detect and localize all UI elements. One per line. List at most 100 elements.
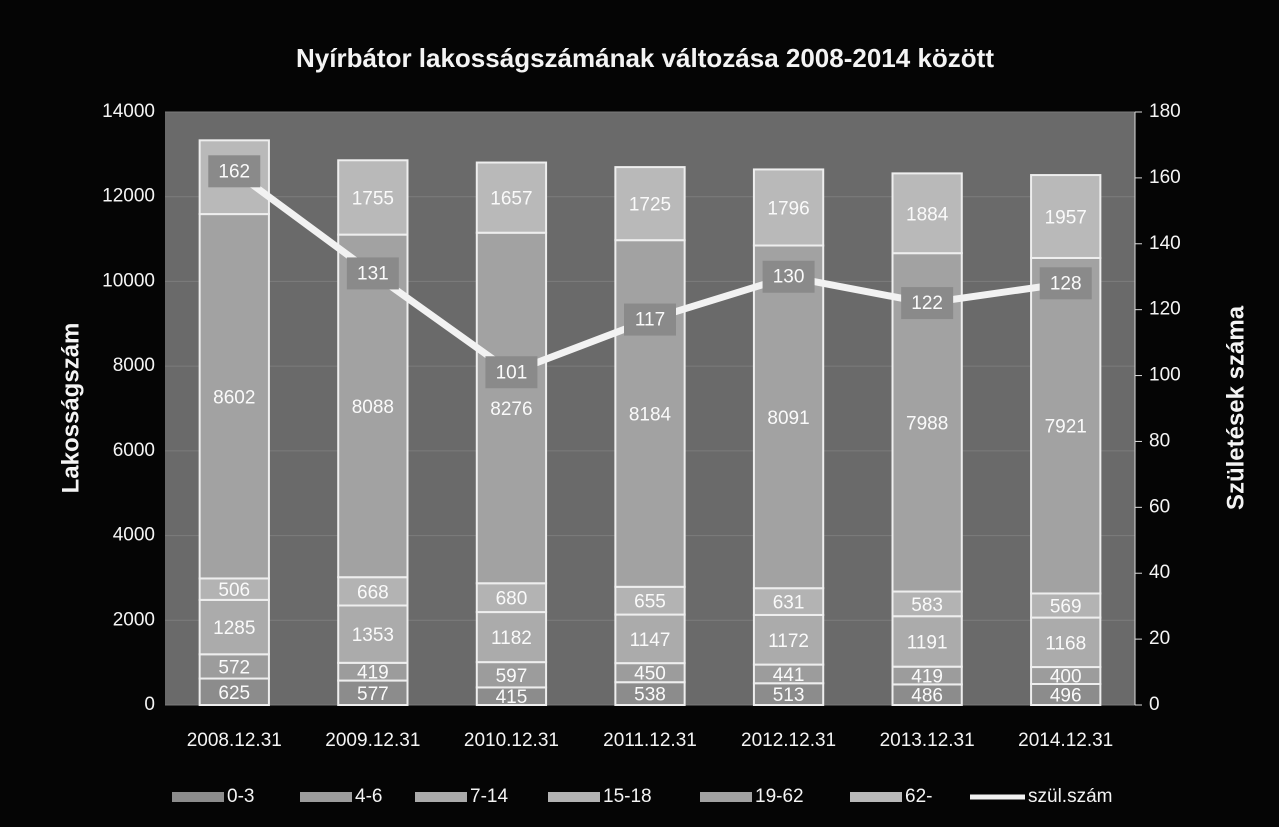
data-label: 7921 — [1045, 417, 1087, 438]
legend-swatch — [300, 792, 352, 802]
bar-segment — [752, 168, 825, 247]
data-label: 1884 — [906, 204, 949, 225]
bar-segment — [752, 587, 825, 616]
y-tick-label: 2000 — [113, 609, 155, 630]
x-tick-label: 2010.12.31 — [464, 730, 559, 751]
bar-segment — [1030, 256, 1102, 595]
data-label: 538 — [634, 685, 666, 706]
y2-tick-label: 20 — [1149, 628, 1170, 649]
data-label: 1172 — [768, 631, 809, 652]
line-label: 122 — [911, 293, 943, 314]
bar-segment — [475, 582, 548, 614]
x-tick-label: 2012.12.31 — [741, 730, 836, 751]
legend-swatch — [850, 792, 902, 802]
bar-segment — [198, 598, 270, 656]
data-label: 668 — [357, 582, 389, 603]
bar-segment — [891, 615, 963, 668]
legend-label: 19-62 — [755, 786, 804, 807]
data-label: 419 — [357, 663, 389, 684]
bar-segment — [1030, 592, 1102, 619]
data-label: 8184 — [629, 405, 672, 426]
x-tick-label: 2014.12.31 — [1018, 730, 1113, 751]
data-label: 496 — [1050, 686, 1082, 707]
y2-tick-label: 80 — [1149, 430, 1170, 451]
y-tick-label: 4000 — [113, 525, 155, 546]
data-label: 441 — [773, 665, 805, 686]
legend-swatch — [415, 792, 467, 802]
line-label-box — [762, 260, 815, 293]
legend-swatch — [548, 792, 600, 802]
bar-segment — [614, 585, 686, 616]
legend-label: 0-3 — [227, 786, 254, 807]
legend-label: 7-14 — [470, 786, 508, 807]
data-label: 655 — [634, 592, 666, 613]
legend-swatch — [700, 792, 752, 802]
y2-tick-label: 120 — [1149, 299, 1181, 320]
y-tick-label: 14000 — [102, 101, 155, 122]
bar-segment — [337, 576, 409, 607]
bar-segment — [475, 231, 548, 585]
y-tick-label: 12000 — [102, 186, 155, 207]
data-label: 577 — [357, 684, 389, 705]
y2-tick-label: 160 — [1149, 167, 1181, 188]
data-label: 680 — [496, 589, 528, 610]
bar-segment — [891, 172, 963, 255]
x-tick-label: 2008.12.31 — [187, 730, 282, 751]
x-tick-label: 2011.12.31 — [603, 730, 697, 751]
y2-axis-title: Születések száma — [1222, 305, 1249, 510]
y-tick-label: 10000 — [102, 270, 155, 291]
bar-segment — [614, 166, 686, 242]
data-label: 400 — [1050, 667, 1082, 688]
line-label: 130 — [773, 267, 805, 288]
data-label: 1725 — [629, 195, 671, 216]
legend-label: 15-18 — [603, 786, 652, 807]
y2-tick-label: 0 — [1149, 694, 1160, 715]
data-label: 8276 — [490, 399, 532, 420]
legend-label: 62- — [905, 786, 932, 807]
line-label-box — [901, 287, 954, 320]
data-label: 1168 — [1045, 633, 1086, 654]
chart-title: Nyírbátor lakosságszámának változása 200… — [296, 43, 994, 73]
line-label-box — [1039, 267, 1092, 300]
bar-segment — [475, 611, 548, 664]
line-label: 101 — [496, 362, 528, 383]
x-tick-label: 2013.12.31 — [880, 730, 975, 751]
data-label: 419 — [911, 667, 943, 688]
bar-segment — [198, 653, 270, 680]
data-label: 8091 — [767, 408, 809, 429]
y2-tick-label: 100 — [1149, 365, 1181, 386]
data-label: 8602 — [213, 387, 255, 408]
data-label: 1657 — [490, 189, 532, 210]
data-label: 1147 — [630, 630, 671, 651]
data-label: 415 — [496, 687, 528, 708]
legend-label: szül.szám — [1028, 786, 1112, 807]
y2-tick-label: 140 — [1149, 233, 1181, 254]
legend-swatch — [172, 792, 224, 802]
y-tick-label: 8000 — [113, 355, 155, 376]
data-label: 569 — [1050, 597, 1082, 618]
line-label: 131 — [357, 263, 389, 284]
bar-segment — [337, 604, 409, 664]
line-label-box — [346, 257, 399, 290]
y-tick-label: 6000 — [113, 440, 155, 461]
y-tick-label: 0 — [144, 694, 155, 715]
y-axis-title: Lakosságszám — [57, 323, 84, 494]
bar-segment — [337, 159, 409, 236]
data-label: 513 — [773, 685, 805, 706]
data-label: 7988 — [906, 413, 948, 434]
data-label: 631 — [773, 593, 805, 614]
data-label: 1182 — [491, 628, 532, 649]
data-label: 583 — [911, 595, 943, 616]
bar-segment — [614, 613, 686, 665]
data-label: 572 — [218, 657, 250, 678]
data-label: 1285 — [213, 618, 255, 639]
bar-segment — [337, 679, 409, 707]
line-label-box — [485, 356, 538, 389]
line-label-box — [624, 303, 676, 336]
data-label: 506 — [218, 580, 250, 601]
line-label: 128 — [1050, 273, 1082, 294]
data-label: 1796 — [767, 198, 809, 219]
data-label: 1191 — [907, 632, 948, 653]
